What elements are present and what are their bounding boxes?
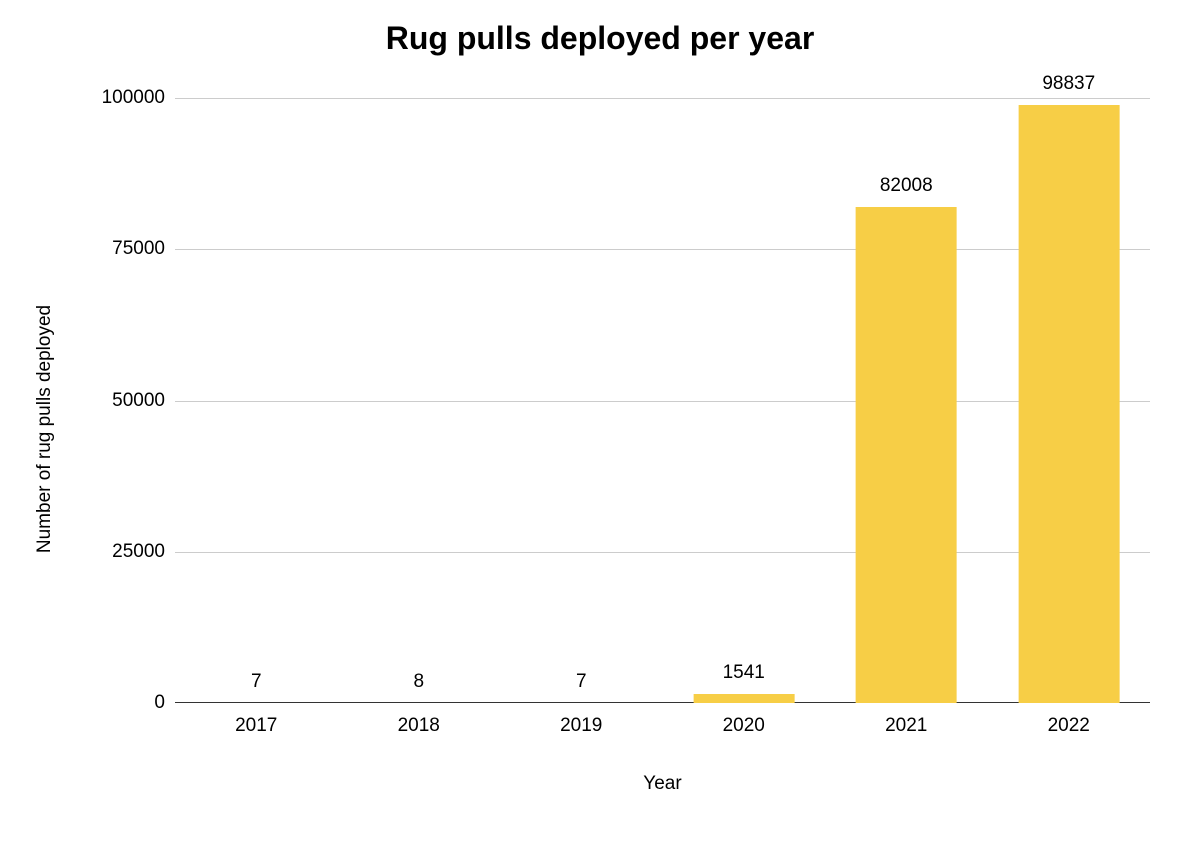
bar-value-label: 1541 bbox=[663, 662, 826, 684]
bar-value-label: 8 bbox=[338, 671, 501, 693]
x-axis-label: Year bbox=[175, 773, 1150, 795]
bar-slot: 82018 bbox=[338, 98, 501, 703]
bar-value-label: 98837 bbox=[988, 73, 1151, 95]
bar-chart: Rug pulls deployed per year Number of ru… bbox=[0, 0, 1200, 858]
y-tick-label: 50000 bbox=[85, 390, 165, 412]
x-tick-label: 2021 bbox=[825, 715, 988, 737]
bar bbox=[856, 207, 957, 703]
x-tick-label: 2018 bbox=[338, 715, 501, 737]
y-tick-label: 0 bbox=[85, 692, 165, 714]
y-tick-label: 25000 bbox=[85, 541, 165, 563]
x-tick-label: 2017 bbox=[175, 715, 338, 737]
bar-value-label: 7 bbox=[500, 671, 663, 693]
y-axis-label: Number of rug pulls deployed bbox=[34, 305, 56, 553]
bar-value-label: 82008 bbox=[825, 175, 988, 197]
chart-title: Rug pulls deployed per year bbox=[0, 20, 1200, 57]
bar-slot: 72017 bbox=[175, 98, 338, 703]
x-tick-label: 2020 bbox=[663, 715, 826, 737]
bar bbox=[693, 694, 794, 703]
plot-area: 7201782018720191541202082008202198837202… bbox=[175, 98, 1150, 703]
bar-slot: 988372022 bbox=[988, 98, 1151, 703]
x-tick-label: 2022 bbox=[988, 715, 1151, 737]
bar-slot: 15412020 bbox=[663, 98, 826, 703]
bar bbox=[1018, 105, 1119, 703]
bar-slot: 72019 bbox=[500, 98, 663, 703]
y-tick-label: 100000 bbox=[85, 87, 165, 109]
x-tick-label: 2019 bbox=[500, 715, 663, 737]
bar-value-label: 7 bbox=[175, 671, 338, 693]
y-tick-label: 75000 bbox=[85, 238, 165, 260]
bar-slot: 820082021 bbox=[825, 98, 988, 703]
